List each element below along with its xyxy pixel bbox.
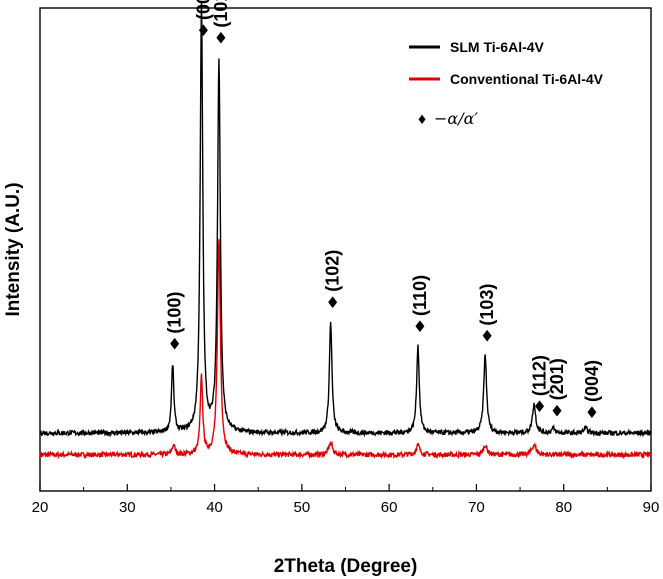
peak-marker: ♦ [325, 293, 339, 312]
peak-label: (100) [165, 292, 185, 334]
peak-marker: ♦ [585, 403, 599, 422]
x-tick-label: 20 [32, 499, 49, 516]
legend-phase-marker: ♦ [418, 111, 426, 128]
peak-label: (101) [211, 0, 231, 28]
series-layer [39, 3, 652, 460]
x-axis-title: 2Theta (Degree) [274, 556, 418, 577]
peak-marker: ♦ [480, 327, 494, 346]
legend-label-conventional: Conventional Ti-6Al-4V [450, 71, 604, 87]
peak-marker: ♦ [413, 317, 427, 336]
x-tick-label: 50 [294, 499, 311, 516]
y-axis-title: Intensity (A.U.) [3, 182, 24, 316]
series-line-slm [39, 3, 652, 438]
x-axis-ticks: 20 30 40 50 60 70 80 90 [32, 484, 660, 516]
peak-marker: ♦ [168, 335, 182, 354]
peak-label: (110) [410, 275, 430, 316]
peak-label: (112) [530, 355, 550, 396]
peak-marker: ♦ [214, 29, 228, 48]
peak-label: (201) [547, 358, 567, 400]
peak-label: (004) [582, 360, 602, 402]
legend-label-slm: SLM Ti-6Al-4V [450, 39, 545, 55]
peak-marker: ♦ [550, 401, 564, 420]
peak-label: (103) [477, 284, 497, 326]
legend: SLM Ti-6Al-4V Conventional Ti-6Al-4V ♦ −… [409, 39, 604, 128]
x-tick-label: 90 [643, 499, 660, 516]
x-tick-label: 30 [119, 499, 136, 516]
annotation-layer: ♦(100)♦(002)♦(101)♦(102)♦(110)♦(103)♦(11… [165, 0, 602, 422]
peak-marker: ♦ [196, 21, 210, 40]
x-tick-label: 60 [381, 499, 398, 516]
peak-label: (002) [193, 0, 213, 20]
x-tick-label: 70 [468, 499, 485, 516]
series-line-conventional [39, 238, 652, 460]
x-tick-label: 40 [206, 499, 223, 516]
x-tick-label: 80 [555, 499, 572, 516]
peak-label: (102) [323, 250, 343, 292]
peak-marker: ♦ [532, 397, 546, 416]
legend-phase-label: −α/α′ [434, 109, 478, 128]
